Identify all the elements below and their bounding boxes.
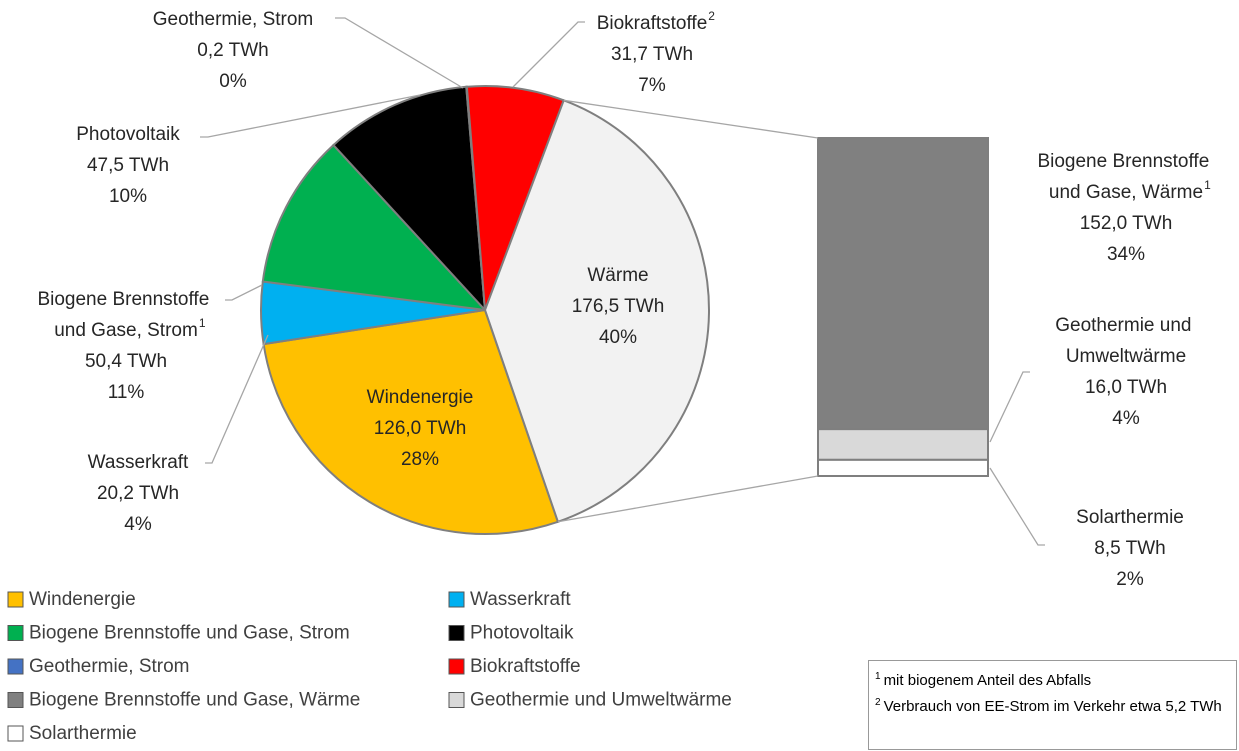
legend-swatch — [448, 692, 465, 708]
legend-label: Biogene Brennstoffe und Gase, Strom — [29, 623, 350, 644]
footnote-text: mit biogenem Anteil des Abfalls — [883, 672, 1092, 689]
legend-swatch — [7, 591, 24, 608]
data-label-percent: 4% — [124, 514, 152, 535]
data-label-value: 126,0 TWh — [374, 418, 467, 439]
legend-label: Photovoltaik — [470, 623, 574, 644]
data-label-name: Biogene Brennstoffe und Gase, Strom — [37, 289, 214, 341]
data-label-name: Biogene Brennstoffe und Gase, Wärme — [1037, 151, 1214, 203]
footnote-mark: 1 — [199, 316, 206, 330]
data-label-value: 20,2 TWh — [97, 483, 179, 504]
data-label-value: 16,0 TWh — [1085, 377, 1167, 398]
data-label-percent: 7% — [638, 75, 666, 96]
leader-line — [205, 334, 269, 464]
pie-slice — [331, 85, 487, 313]
data-label-value: 50,4 TWh — [85, 351, 167, 372]
legend-swatch — [448, 658, 465, 675]
legend-swatch — [7, 658, 24, 675]
leader-line — [200, 94, 421, 138]
legend-label: Biogene Brennstoffe und Gase, Wärme — [29, 690, 360, 711]
footnote-mark: 2 — [875, 697, 881, 708]
legend-swatch — [7, 692, 24, 708]
legend-swatch — [448, 591, 465, 608]
legend-label: Biokraftstoffe — [470, 656, 581, 677]
data-label-percent: 11% — [108, 382, 145, 403]
connector-line — [557, 475, 819, 523]
pie-slice — [262, 308, 560, 535]
data-label-name: Geothermie, Strom — [153, 9, 314, 30]
data-label-name: Photovoltaik — [76, 124, 180, 145]
data-label-percent: 0% — [219, 71, 247, 92]
leader-line — [989, 467, 1045, 546]
pie-slice — [483, 99, 710, 524]
leader-line — [335, 17, 464, 89]
data-label-name: Biokraftstoffe — [597, 13, 708, 34]
data-label-value: 152,0 TWh — [1080, 213, 1173, 234]
leader-line — [225, 284, 263, 301]
legend-label: Wasserkraft — [470, 589, 571, 610]
footnote-mark: 2 — [708, 9, 715, 23]
data-label-value: 0,2 TWh — [197, 40, 268, 61]
footnote-mark: 1 — [1204, 178, 1211, 192]
legend-swatch — [7, 725, 24, 742]
footnote: 1 mit biogenem Anteil des Abfalls — [875, 666, 1230, 692]
connector-line — [563, 99, 819, 139]
legend-label: Geothermie, Strom — [29, 656, 190, 677]
bar-segment — [817, 137, 989, 431]
legend-swatch — [448, 625, 465, 641]
legend-label: Solarthermie — [29, 723, 137, 744]
bar-segment — [817, 458, 989, 478]
pie-slice — [261, 143, 488, 312]
data-label-name: Wärme — [587, 265, 648, 286]
leader-line — [989, 371, 1030, 443]
bar-segment — [817, 428, 989, 461]
data-label-name: Windenergie — [367, 387, 474, 408]
data-label-value: 31,7 TWh — [611, 44, 693, 65]
data-label-value: 47,5 TWh — [87, 155, 169, 176]
legend-label: Windenergie — [29, 589, 136, 610]
data-label-percent: 28% — [401, 449, 439, 470]
data-label-percent: 40% — [599, 327, 637, 348]
footnote-text: Verbrauch von EE-Strom im Verkehr etwa 5… — [883, 698, 1222, 715]
data-label-percent: 4% — [1112, 408, 1140, 429]
footnote: 2 Verbrauch von EE-Strom im Verkehr etwa … — [875, 692, 1230, 718]
data-label-percent: 2% — [1116, 569, 1144, 590]
footnote-mark: 1 — [875, 671, 881, 682]
data-label-name: Solarthermie — [1076, 507, 1184, 528]
data-label-percent: 10% — [109, 186, 147, 207]
leader-line — [512, 21, 585, 88]
data-label-percent: 34% — [1107, 244, 1145, 265]
footnote-box: 1 mit biogenem Anteil des Abfalls 2 Verbrau… — [868, 660, 1237, 750]
data-label-name: Wasserkraft — [88, 452, 189, 473]
data-label-value: 8,5 TWh — [1094, 538, 1165, 559]
legend-swatch — [7, 625, 24, 641]
legend-label: Geothermie und Umweltwärme — [470, 690, 732, 711]
data-label-value: 176,5 TWh — [572, 296, 665, 317]
data-label-name: Geothermie und Umweltwärme — [1055, 315, 1197, 367]
